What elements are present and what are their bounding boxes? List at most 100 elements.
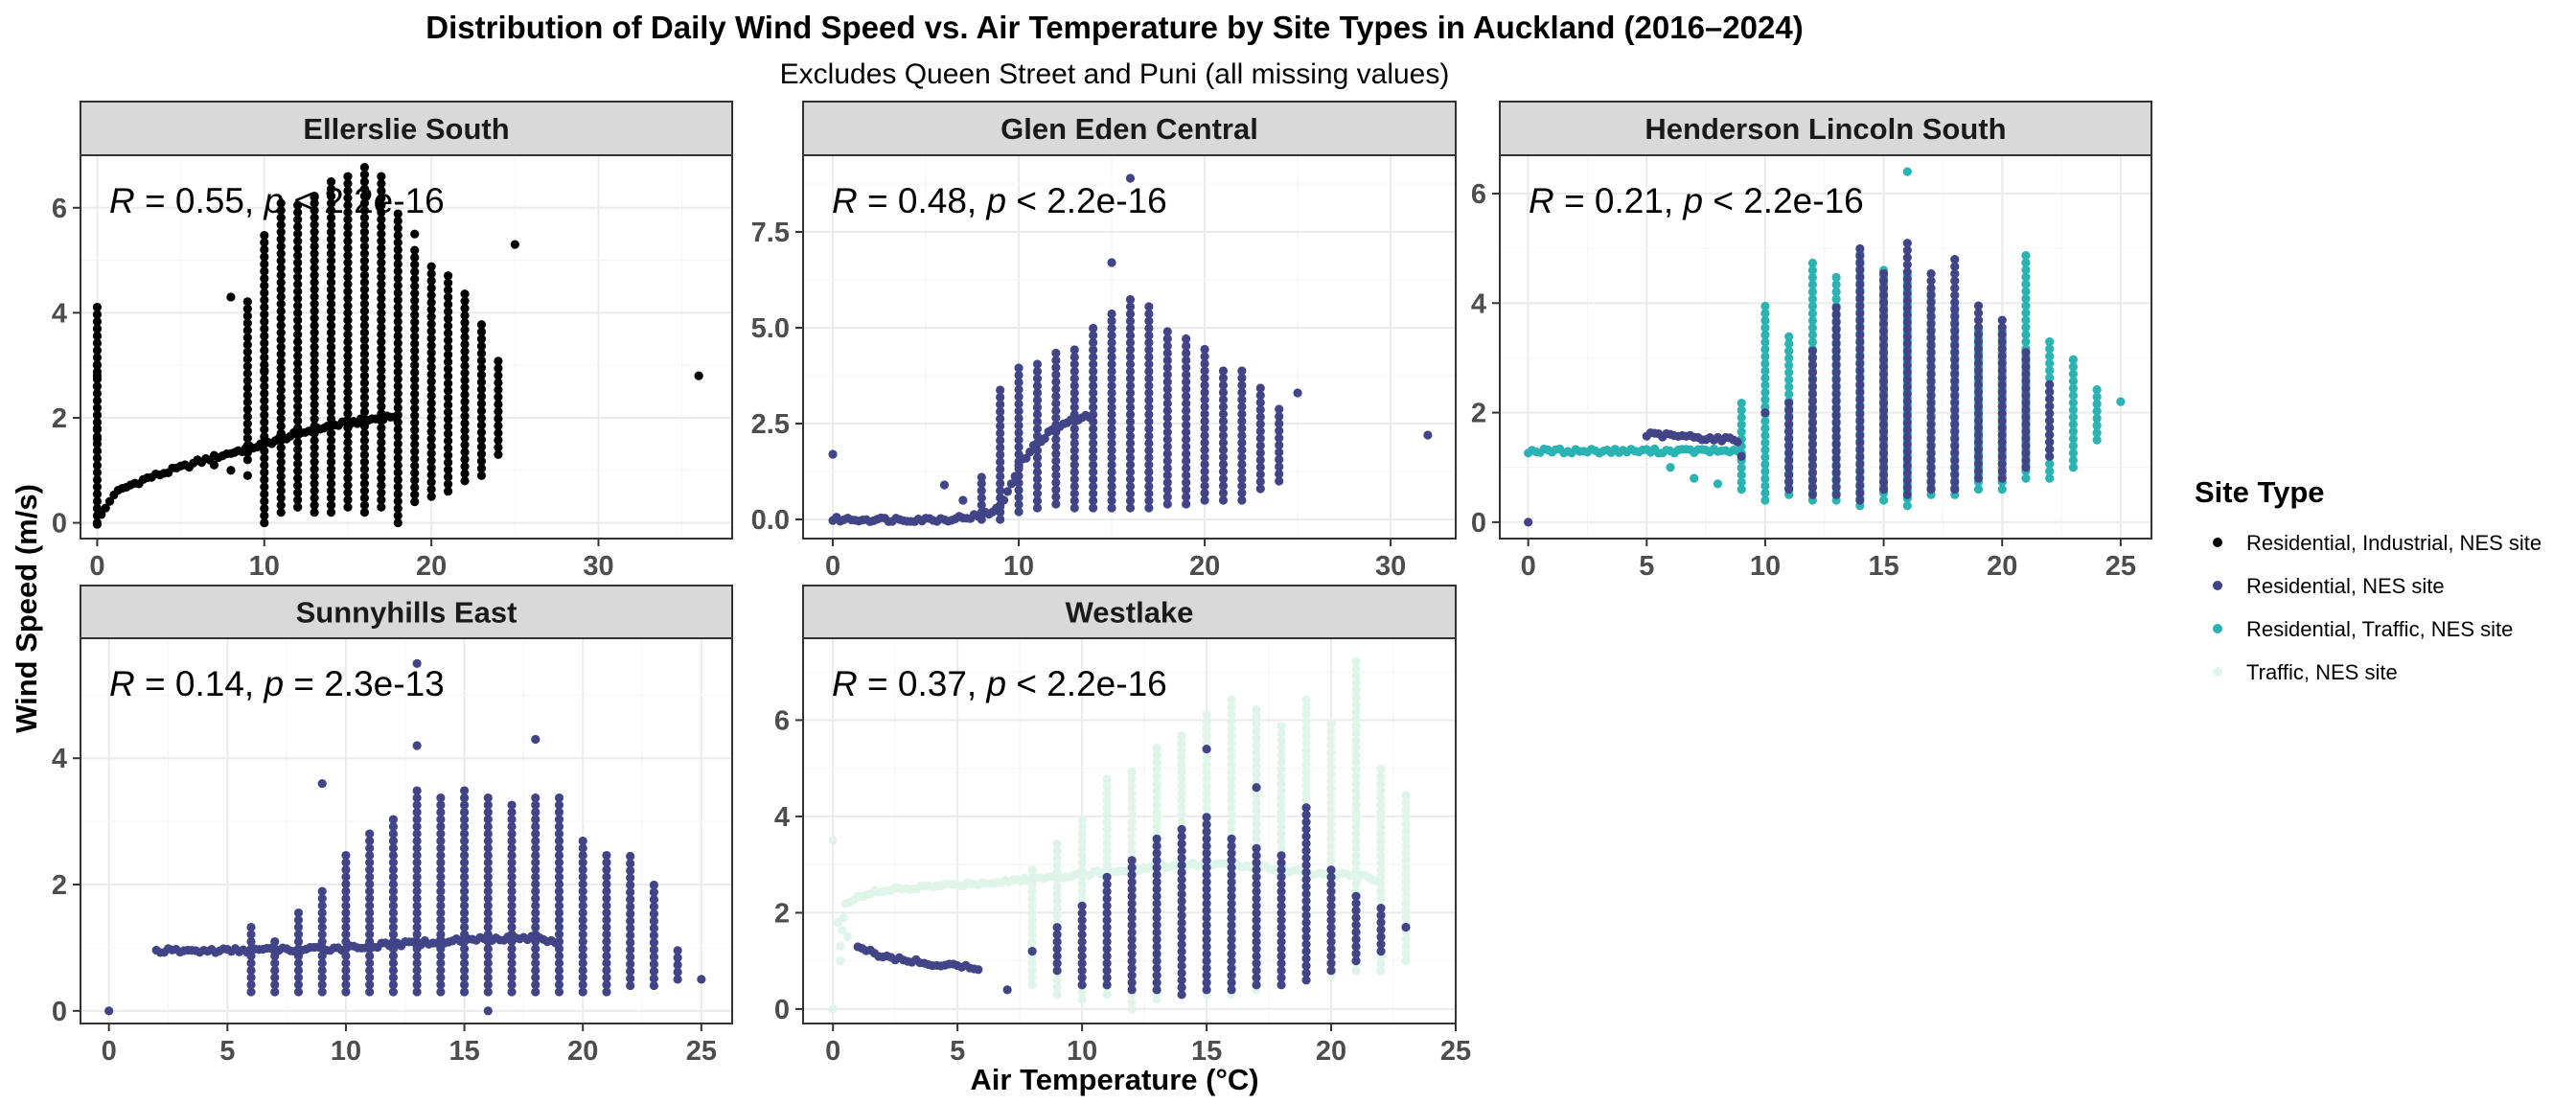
data-point: [343, 179, 353, 189]
data-point: [1202, 827, 1211, 837]
data-point: [626, 916, 635, 926]
data-point: [1125, 323, 1136, 334]
stat-p-value: = 2.3e-13: [284, 664, 445, 703]
data-point: [1878, 484, 1889, 494]
data-point: [1351, 808, 1361, 817]
data-point: [507, 864, 517, 875]
data-point: [1351, 934, 1361, 944]
data-point: [1855, 488, 1865, 498]
y-tick-label: 6: [1471, 179, 1486, 210]
data-point: [1784, 470, 1794, 480]
data-point: [507, 807, 517, 817]
data-point: [1855, 380, 1865, 390]
y-tick-label: 0: [1471, 508, 1486, 539]
data-point: [1275, 476, 1284, 486]
x-tick-label: 15: [448, 1036, 479, 1067]
data-point: [377, 179, 386, 189]
data-point: [412, 836, 422, 846]
stat-p-symbol: p: [985, 181, 1006, 220]
data-point: [1237, 424, 1247, 433]
correlation-annotation: R = 0.14, p = 2.3e-13: [109, 664, 445, 703]
data-point: [1052, 976, 1062, 985]
data-point: [1276, 937, 1286, 947]
facet-strip: [802, 101, 1457, 156]
data-point: [310, 249, 319, 259]
data-point: [483, 879, 493, 889]
data-point: [1255, 470, 1265, 479]
data-point: [1089, 446, 1098, 455]
data-point: [343, 301, 353, 310]
data-point: [1902, 360, 1912, 370]
data-point: [1107, 460, 1116, 470]
data-point: [436, 922, 446, 932]
data-point: [1997, 395, 2007, 404]
data-point: [426, 420, 436, 429]
data-point: [1950, 448, 1960, 458]
data-point: [1807, 426, 1817, 435]
data-point: [1855, 280, 1865, 289]
data-point: [426, 269, 436, 279]
data-point: [1950, 262, 1960, 271]
data-point: [1077, 966, 1087, 976]
data-point: [1351, 728, 1361, 738]
data-point: [626, 851, 635, 862]
data-point: [1227, 702, 1236, 712]
data-point: [359, 335, 370, 345]
data-point: [1376, 765, 1386, 774]
data-point: [359, 299, 370, 309]
data-point: [410, 339, 420, 349]
data-point: [1855, 265, 1865, 275]
data-point: [1177, 752, 1186, 762]
data-point: [1301, 795, 1311, 805]
data-point: [1926, 405, 1936, 415]
data-point: [2068, 377, 2078, 386]
data-point: [1973, 395, 1984, 404]
data-point: [1784, 420, 1794, 429]
data-point: [365, 864, 375, 875]
data-point: [1301, 695, 1311, 704]
stat-r-value: = 0.48,: [858, 181, 987, 220]
data-point: [1070, 345, 1079, 355]
data-point: [1401, 877, 1411, 886]
data-point: [326, 356, 336, 366]
data-point: [388, 886, 398, 896]
data-point: [1807, 337, 1817, 347]
data-point: [1301, 717, 1311, 726]
y-tick-label: 4: [1471, 288, 1486, 319]
data-point: [1152, 899, 1162, 908]
data-point: [2092, 421, 2102, 430]
data-point: [1401, 885, 1411, 894]
data-point: [2092, 428, 2102, 438]
data-point: [1102, 872, 1112, 882]
data-point: [276, 457, 286, 467]
data-point: [1102, 973, 1112, 982]
data-point: [2068, 441, 2078, 450]
data-point: [276, 350, 286, 359]
data-point: [626, 880, 635, 890]
data-point: [2045, 423, 2055, 432]
data-point: [1997, 366, 2007, 376]
data-point: [1102, 846, 1112, 856]
data-point: [1973, 430, 1984, 440]
data-point: [1950, 254, 1960, 264]
data-point: [1973, 366, 1984, 376]
data-point: [1326, 894, 1336, 904]
data-point: [1326, 776, 1336, 786]
data-point: [1855, 430, 1865, 441]
data-point: [1275, 440, 1284, 450]
data-point: [1973, 387, 1984, 397]
data-point: [343, 488, 353, 497]
data-point: [1077, 937, 1087, 947]
data-point: [1973, 459, 1984, 469]
data-point: [341, 908, 351, 918]
data-point: [1200, 488, 1209, 498]
data-point: [242, 376, 252, 385]
data-point: [92, 324, 103, 334]
data-point: [92, 402, 103, 413]
data-point: [1127, 789, 1137, 798]
data-point: [1162, 377, 1172, 387]
data-point: [343, 380, 353, 390]
data-point: [483, 965, 493, 976]
data-point: [494, 385, 503, 395]
